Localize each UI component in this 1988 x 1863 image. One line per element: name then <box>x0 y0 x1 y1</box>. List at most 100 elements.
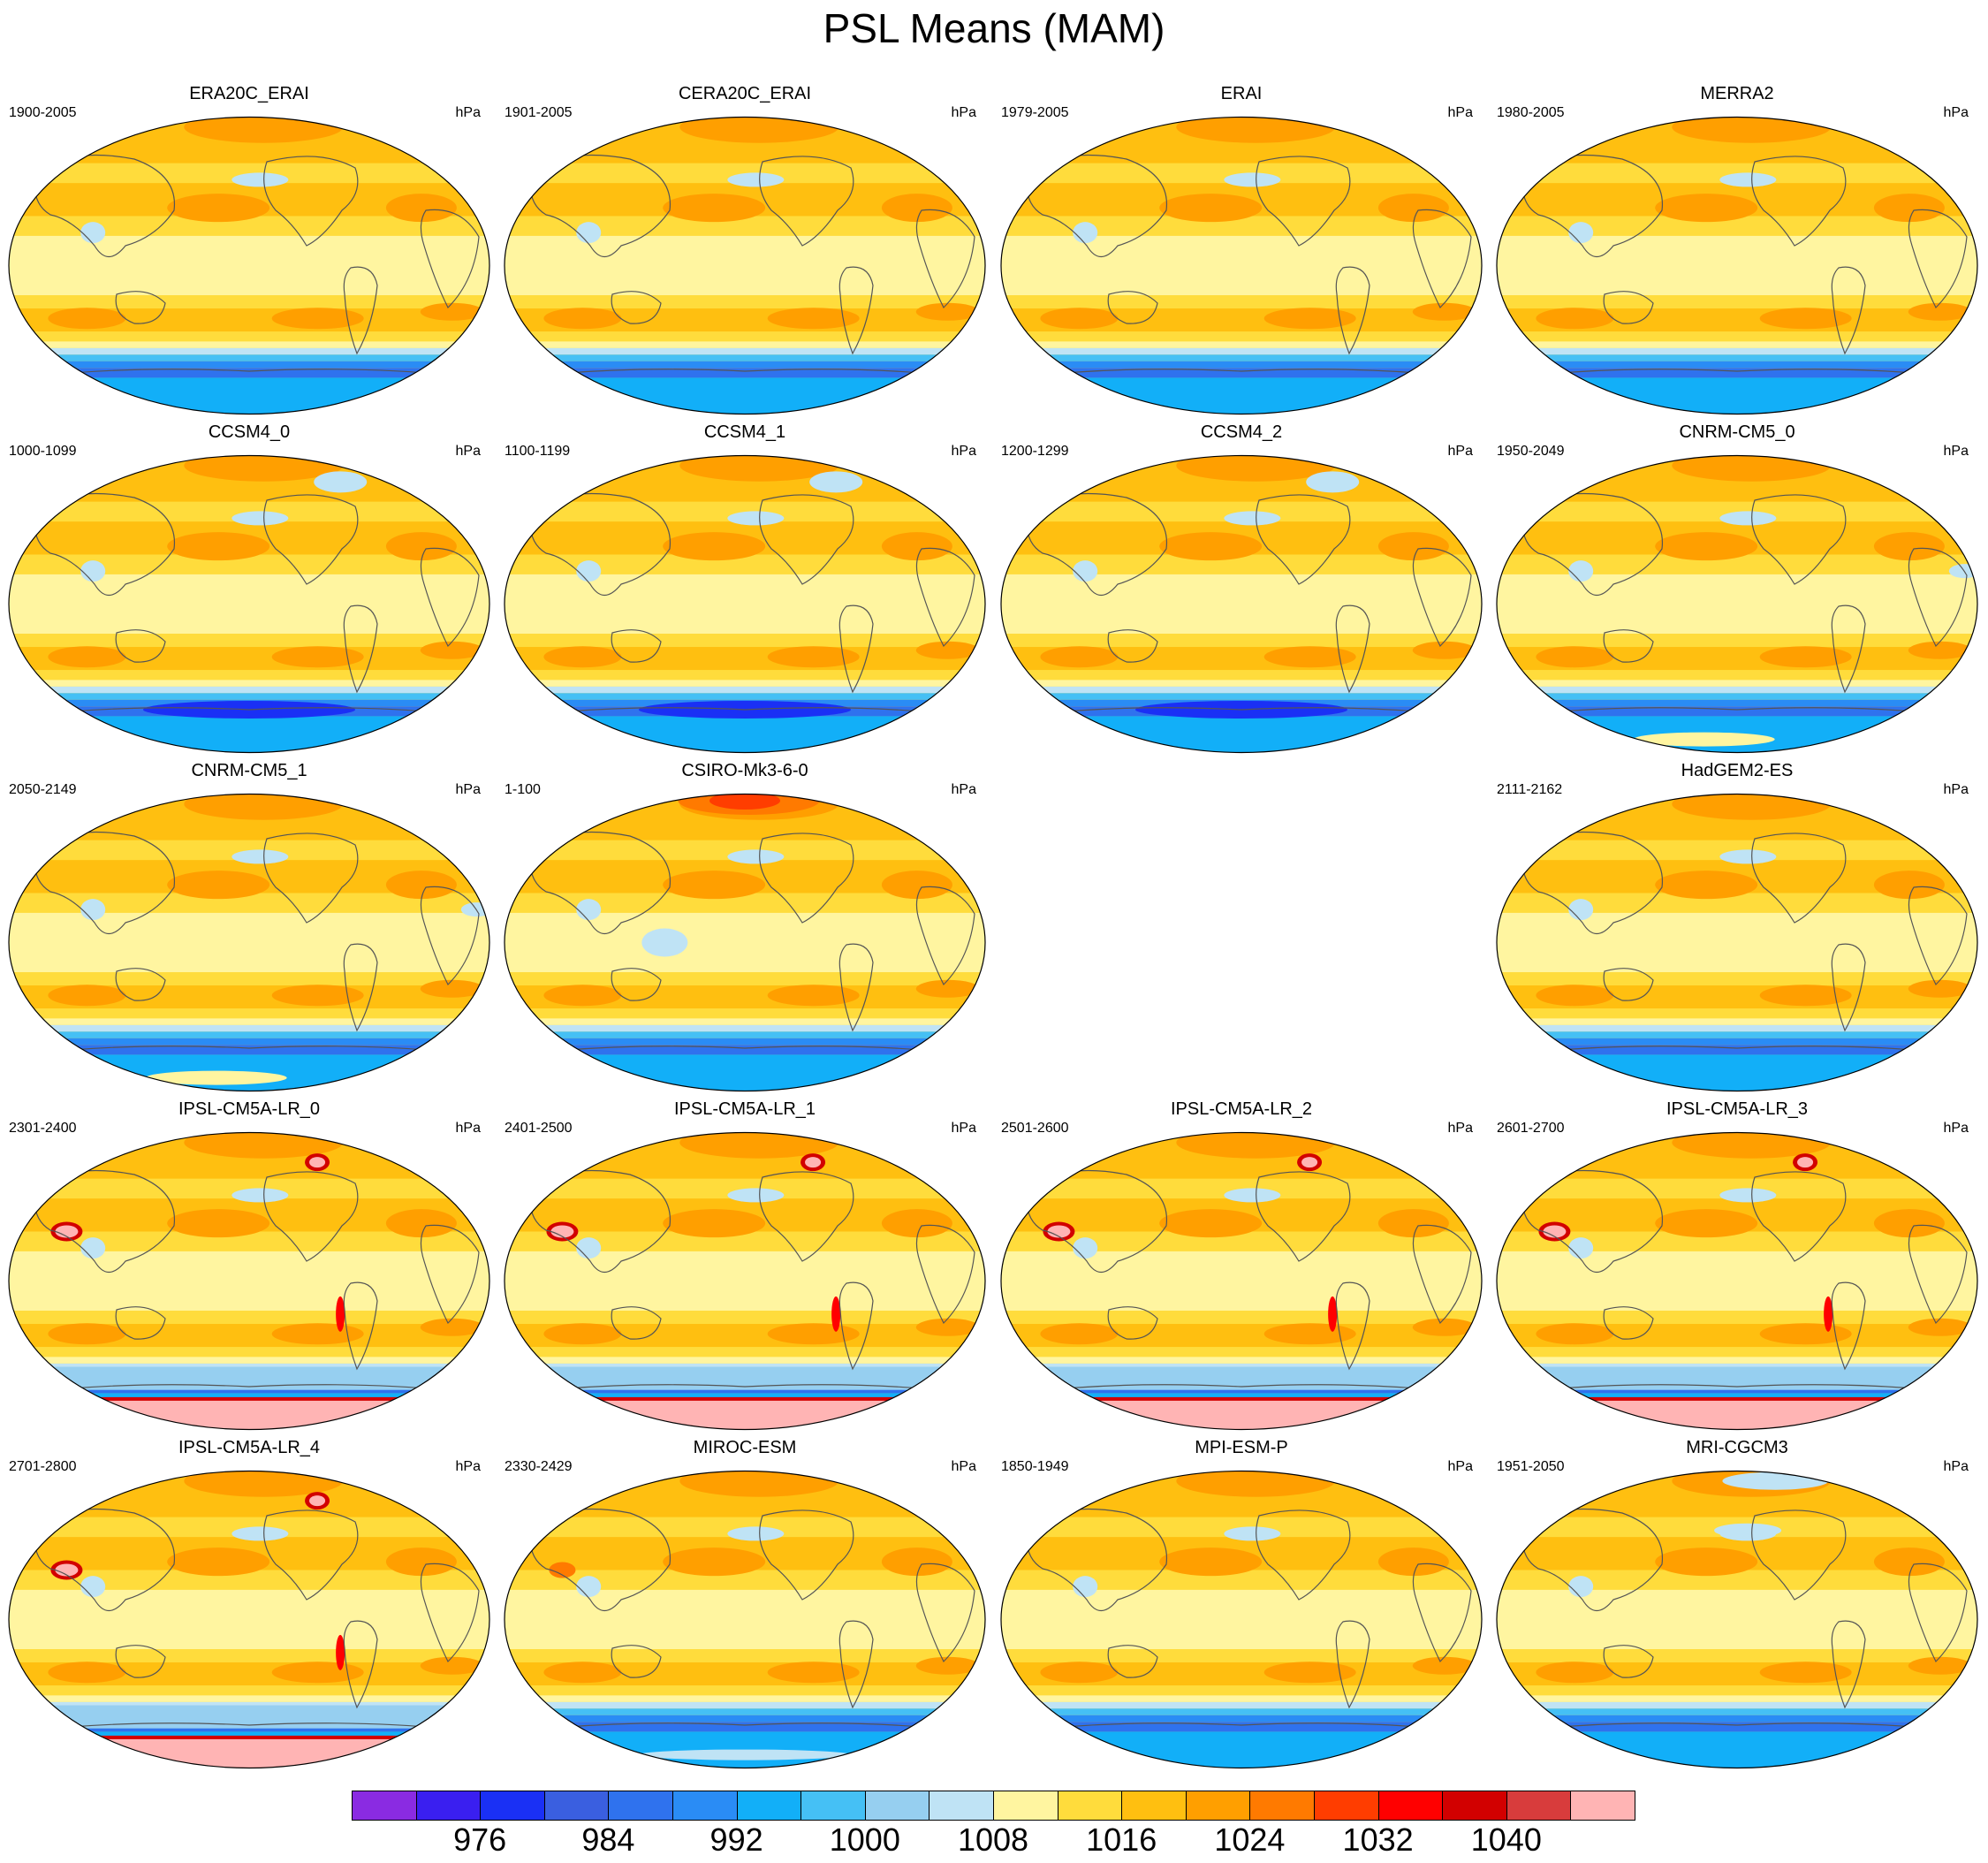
indian-ocean-high <box>48 1323 126 1345</box>
indian-ocean-high <box>543 985 622 1007</box>
panel-units: hPa <box>455 444 481 459</box>
colorbar-tick-label: 984 <box>581 1821 635 1858</box>
psl-map <box>1496 454 1978 754</box>
colorbar-swatch <box>1121 1791 1187 1821</box>
map-panel: HadGEM2-ES 2111-2162 hPa <box>1490 758 1984 1098</box>
andes-high <box>336 1296 345 1332</box>
south-atlantic-high <box>1908 641 1972 659</box>
tibet-high-core <box>1543 1225 1567 1238</box>
indian-ocean-high <box>48 985 126 1007</box>
panel-years: 2501-2600 <box>1001 1121 1069 1136</box>
colorbar-swatch <box>1442 1791 1507 1821</box>
azores-high <box>881 532 952 561</box>
icelandic-low <box>314 471 368 493</box>
azores-high <box>385 1547 457 1577</box>
panel-years: 1000-1099 <box>9 444 77 459</box>
north-pacific-high <box>1655 532 1758 561</box>
north-pacific-high <box>1655 1209 1758 1238</box>
north-pacific-high <box>663 532 766 561</box>
map-panel: CCSM4_1 1100-1199 hPa <box>497 420 992 759</box>
andes-high <box>336 1634 345 1670</box>
map-panel: MERRA2 1980-2005 hPa <box>1490 81 1984 421</box>
south-pacific-high <box>1759 308 1852 330</box>
aleutian-low <box>1719 511 1777 526</box>
panel-units: hPa <box>1447 444 1473 459</box>
psl-field <box>505 455 985 753</box>
indian-ocean-high <box>48 646 126 668</box>
aleutian-low <box>1719 172 1777 187</box>
asian-monsoon-low <box>80 1237 106 1259</box>
south-pacific-high <box>271 1661 364 1684</box>
azores-high <box>881 194 952 223</box>
indian-ocean-high <box>1040 1661 1119 1684</box>
map-panel: IPSL-CM5A-LR_4 2701-2800 hPa <box>2 1435 497 1775</box>
south-pacific-high <box>767 1323 860 1345</box>
colorbar-swatch <box>415 1791 482 1821</box>
psl-map <box>1496 1470 1978 1769</box>
psl-map <box>8 793 490 1092</box>
coastlines <box>514 154 975 379</box>
south-pacific-high <box>767 1661 860 1684</box>
south-atlantic-high <box>420 641 484 659</box>
panel-title: CNRM-CM5_1 <box>191 761 307 780</box>
south-pacific-high <box>1263 308 1356 330</box>
panel-units: hPa <box>951 444 976 459</box>
colorbar-swatch <box>352 1791 417 1821</box>
coastlines <box>1506 1169 1968 1395</box>
colorbar-swatch <box>543 1791 610 1821</box>
indian-ocean-high <box>1536 1323 1614 1345</box>
azores-high <box>1873 532 1945 561</box>
map-panel: IPSL-CM5A-LR_3 2601-2700 hPa <box>1490 1097 1984 1436</box>
aleutian-low <box>231 1526 289 1541</box>
aleutian-low <box>727 172 785 187</box>
south-pacific-high <box>271 308 364 330</box>
panel-title: IPSL-CM5A-LR_0 <box>178 1099 321 1119</box>
panel-years: 1-100 <box>505 782 541 797</box>
coastlines <box>514 1169 975 1395</box>
south-pacific-high <box>271 1323 364 1345</box>
arctic-low <box>1722 1471 1829 1490</box>
azores-high <box>1873 871 1945 900</box>
psl-map <box>8 1131 490 1431</box>
tibet-high-core <box>55 1225 79 1238</box>
colorbar-tick-label: 976 <box>453 1821 507 1858</box>
asian-monsoon-low <box>1073 1237 1098 1259</box>
psl-field <box>1497 455 1977 753</box>
panel-years: 2330-2429 <box>505 1459 573 1474</box>
asian-monsoon-low <box>1568 1237 1594 1259</box>
panel-years: 1900-2005 <box>9 105 77 120</box>
north-pacific-high <box>1655 194 1758 223</box>
south-pacific-high <box>1759 1323 1852 1345</box>
south-pacific-high <box>1263 1323 1356 1345</box>
panel-title: IPSL-CM5A-LR_3 <box>1666 1099 1809 1119</box>
map-panel: ERA20C_ERAI 1900-2005 hPa <box>2 81 497 421</box>
psl-field <box>1497 794 1977 1091</box>
aleutian-low <box>727 1526 785 1541</box>
coastlines <box>514 492 975 718</box>
psl-map <box>8 116 490 415</box>
tibet-high-core <box>550 1225 574 1238</box>
atlantic-low <box>460 902 489 917</box>
psl-map <box>1000 116 1483 415</box>
indian-ocean-high <box>543 308 622 330</box>
psl-field <box>1001 117 1482 414</box>
asian-monsoon-low <box>576 1576 602 1598</box>
panel-title: IPSL-CM5A-LR_2 <box>1170 1099 1313 1119</box>
antarctic-high <box>145 1070 287 1085</box>
azores-high <box>1377 532 1449 561</box>
indian-ocean-high <box>1536 308 1614 330</box>
figure-title: PSL Means (MAM) <box>823 5 1165 51</box>
south-pacific-high <box>1759 985 1852 1007</box>
north-pacific-high <box>663 194 766 223</box>
panel-years: 1980-2005 <box>1497 105 1565 120</box>
panel-units: hPa <box>951 782 976 797</box>
andes-high <box>1328 1296 1338 1332</box>
south-atlantic-high <box>915 1656 980 1675</box>
coastlines <box>19 1169 480 1395</box>
panel-title: ERA20C_ERAI <box>189 84 309 103</box>
south-pacific-high <box>1263 1661 1356 1684</box>
indian-ocean-high <box>1536 646 1614 668</box>
panel-title: CCSM4_1 <box>703 422 786 442</box>
panel-units: hPa <box>1943 444 1969 459</box>
psl-field <box>505 1132 985 1430</box>
